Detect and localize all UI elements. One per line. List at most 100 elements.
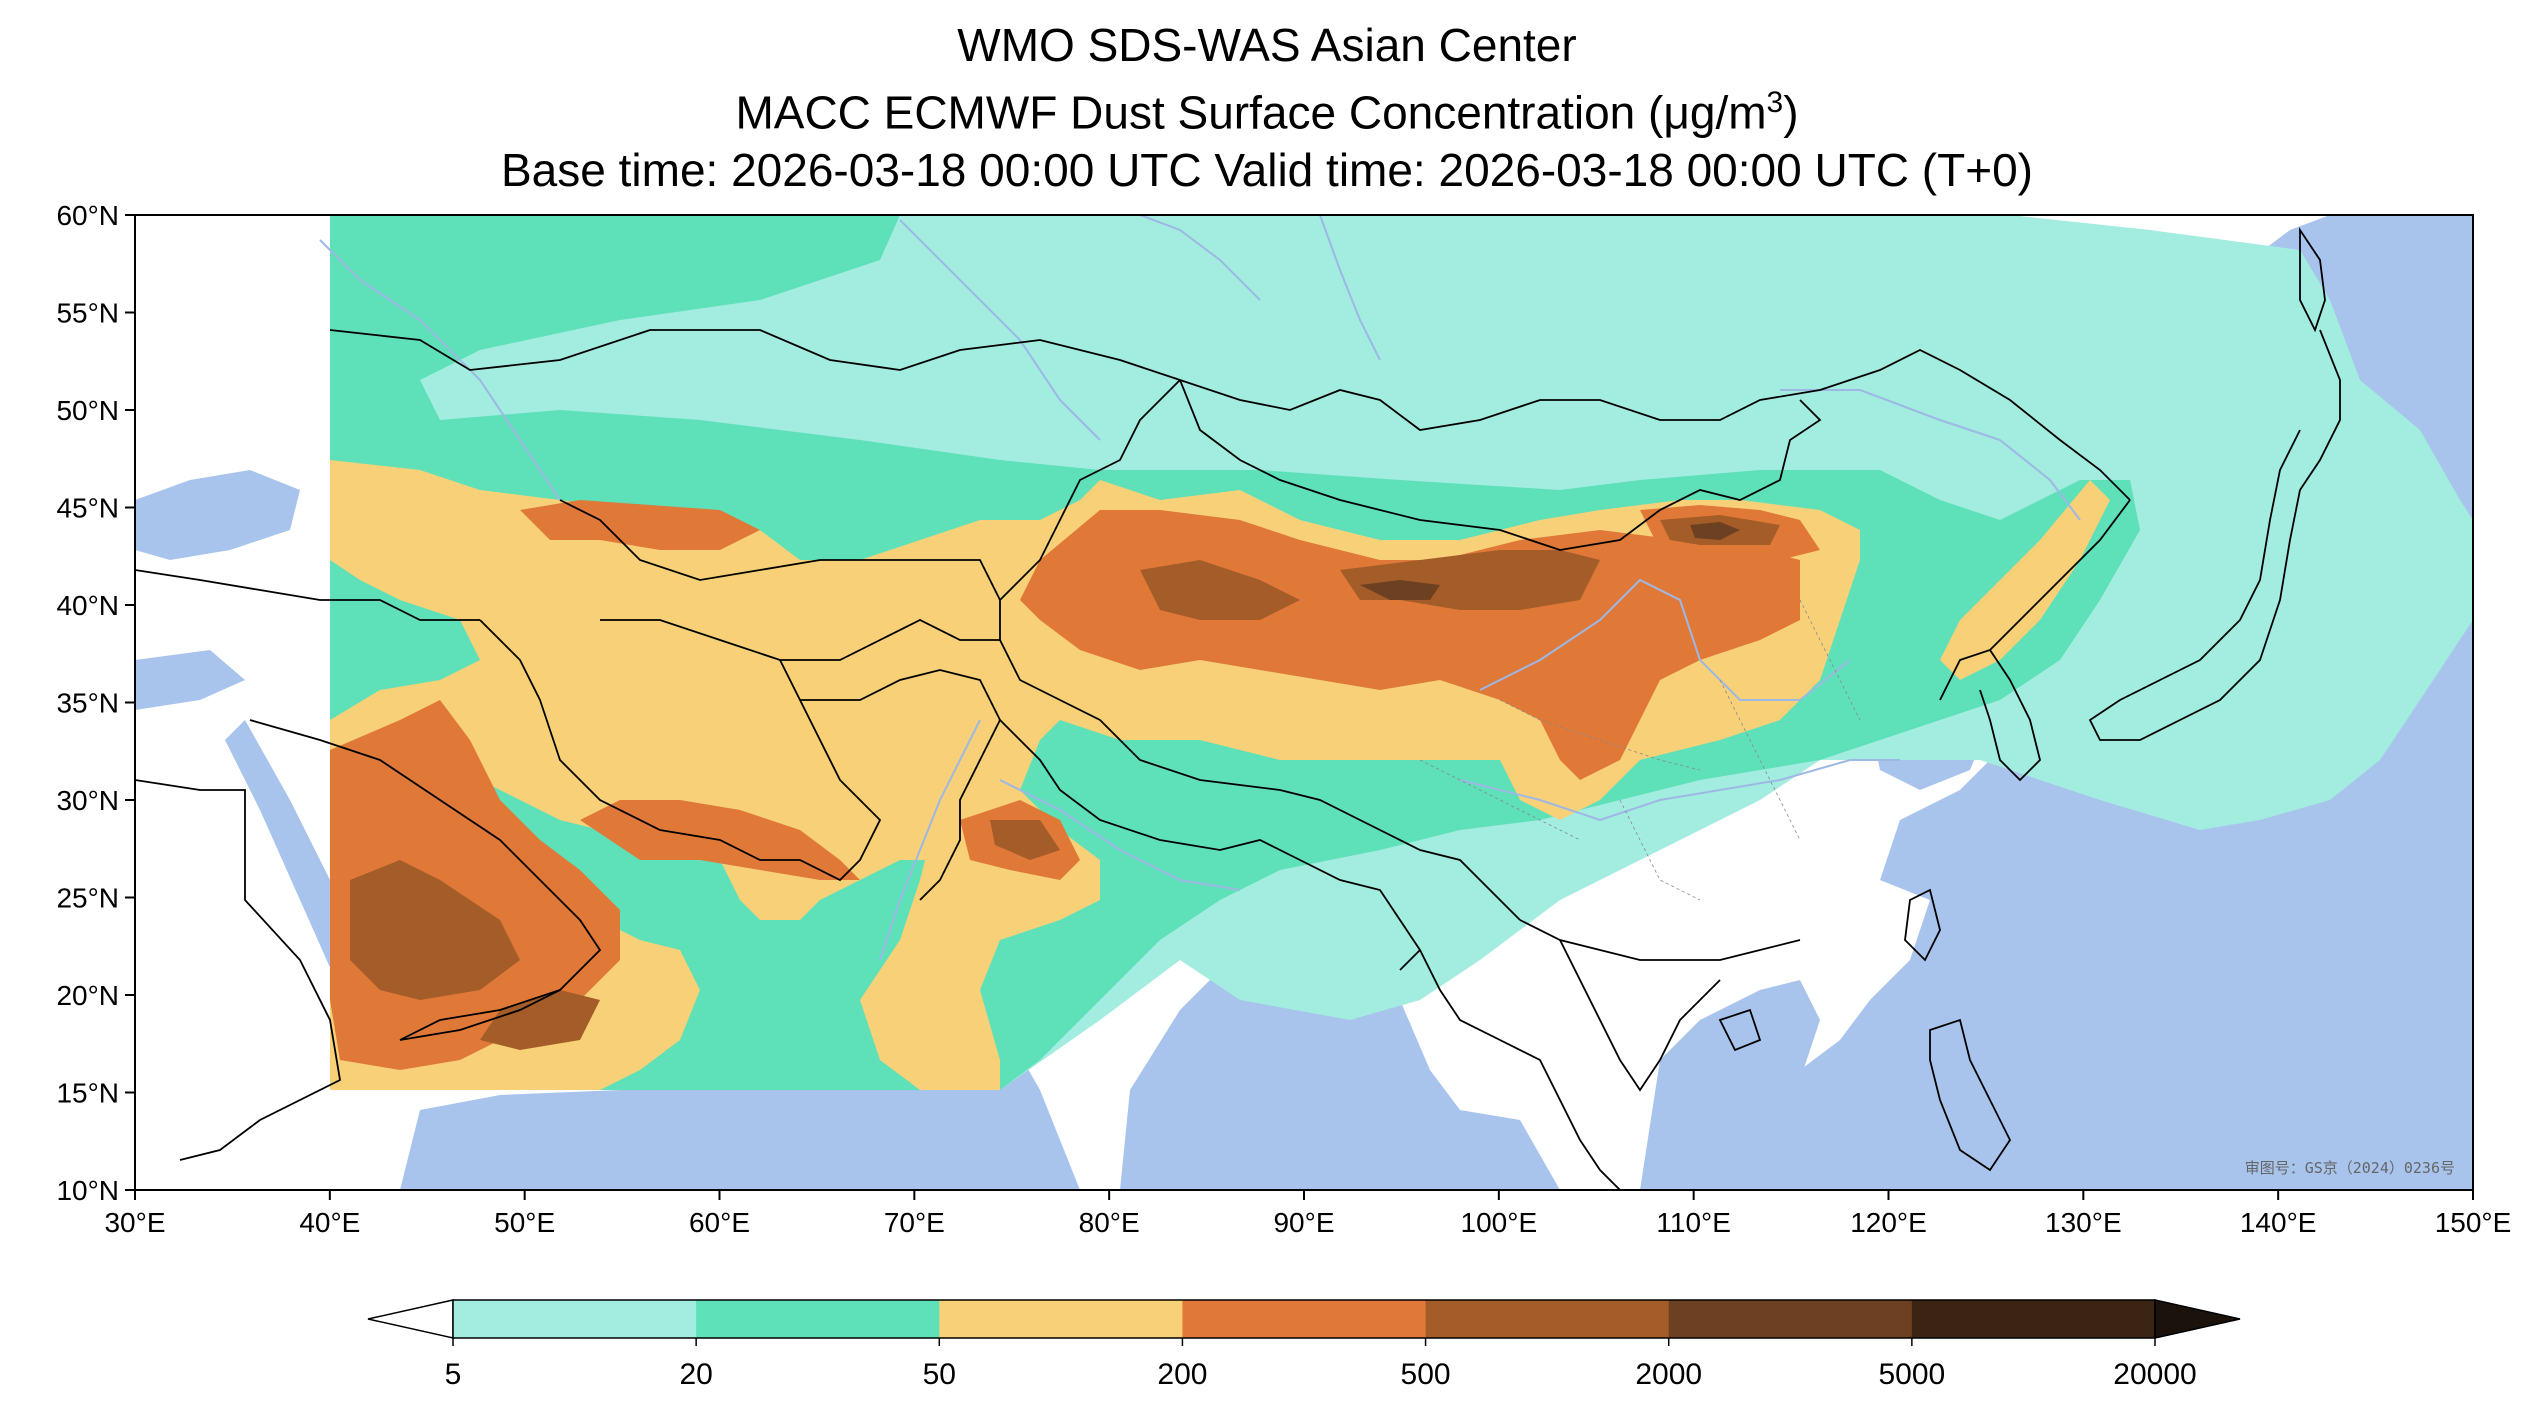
africa-border [135, 779, 341, 1161]
x-tick-label: 50°E [494, 1207, 555, 1238]
colorbar-swatch [939, 1300, 1183, 1338]
x-tick-label: 140°E [2240, 1207, 2317, 1238]
colorbar-label: 200 [1157, 1358, 1207, 1391]
china-south-border [1519, 919, 1801, 961]
colorbar-over-arrow [2154, 1299, 2241, 1339]
turkey-border [135, 569, 480, 621]
x-tick-label: 150°E [2435, 1207, 2512, 1238]
japan-outline [2088, 329, 2341, 741]
colorbar-label: 2000 [1635, 1358, 1702, 1391]
colorbar-under-arrow [367, 1299, 454, 1339]
province-border-d [1799, 599, 1861, 721]
taiwan-outline [1904, 888, 1941, 962]
dust-level-500-thar [990, 820, 1060, 860]
x-tick-label: 120°E [1850, 1207, 1927, 1238]
x-tick-label: 70°E [884, 1207, 945, 1238]
y-tick-label: 55°N [56, 298, 119, 329]
volga-river [319, 239, 561, 501]
y-tick-label: 20°N [56, 980, 119, 1011]
black-sea [135, 470, 300, 560]
amur-river [1780, 389, 2081, 521]
colorbar-swatch [696, 1300, 940, 1338]
turkmenistan-uzbek-border [600, 618, 1000, 661]
hainan-outline [1718, 1008, 1762, 1052]
y-tick-label: 15°N [56, 1078, 119, 1109]
x-tick-label: 30°E [104, 1207, 165, 1238]
x-tick-label: 40°E [299, 1207, 360, 1238]
colorbar-label: 20000 [2113, 1358, 2196, 1391]
rivers [319, 215, 2081, 961]
map-title: WMO SDS-WAS Asian Center MACC ECMWF Dust… [0, 16, 2534, 199]
ob-river [1139, 215, 1261, 301]
iran-border [479, 619, 882, 882]
bay-of-bengal [1120, 950, 1560, 1190]
yenisei-river [1319, 215, 1381, 361]
ganges-river [999, 779, 1241, 891]
colorbar-label: 5 [445, 1358, 462, 1391]
dust-level-500-arabia-south [480, 990, 600, 1050]
province-borders [1419, 599, 1861, 901]
colorbar-label: 5000 [1878, 1358, 1945, 1391]
dust-concentration-field [330, 215, 2473, 1090]
indochina-border [1559, 939, 1721, 1092]
colorbar: 5 20 50 200 500 2000 5000 20000 [367, 1299, 2241, 1391]
colorbar-swatch [453, 1300, 697, 1338]
yellow-river [1479, 578, 1851, 701]
country-borders [135, 227, 2341, 1190]
y-tick-label: 35°N [56, 688, 119, 719]
approval-stamp: 审图号：GS京（2024）0236号 [2245, 1159, 2455, 1177]
philippines-outline [1929, 1018, 2012, 1172]
dust-level-50-ne [1940, 480, 2110, 680]
x-tick-label: 100°E [1461, 1207, 1538, 1238]
y-tick-label: 50°N [56, 395, 119, 426]
x-tick-label: 110°E [1656, 1207, 1731, 1238]
y-axis: 60°N 55°N 50°N 45°N 40°N 35°N 30°N 25°N 20°N 15°N… [56, 200, 135, 1206]
colorbar-label: 20 [679, 1358, 712, 1391]
colorbar-swatch [1668, 1300, 1913, 1338]
colorbar-swatch [1182, 1300, 1427, 1338]
south-china-sea [1640, 980, 1820, 1190]
dust-level-2000-gobi [1690, 522, 1740, 540]
title-product: MACC ECMWF Dust Surface Concentration (μ… [735, 86, 1799, 139]
dust-level-2000 [1360, 580, 1440, 600]
kazakhstan-border [559, 499, 1001, 601]
southeast-asia-border [1419, 949, 1621, 1190]
china-northeast-border [1939, 499, 2131, 701]
arabia-border [249, 719, 602, 1041]
india-border [999, 719, 1422, 971]
indus-river [879, 719, 981, 961]
dust-level-200-caspian [520, 500, 760, 550]
x-tick-label: 130°E [2045, 1207, 2122, 1238]
yangtze-river [1459, 759, 1900, 822]
y-tick-label: 10°N [56, 1175, 119, 1206]
colorbar-frame [452, 1299, 2156, 1339]
colorbar-label: 500 [1401, 1358, 1451, 1391]
map-area: 审图号：GS京（2024）0236号 [135, 215, 2473, 1190]
x-tick-label: 60°E [689, 1207, 750, 1238]
y-tick-label: 40°N [56, 590, 119, 621]
y-tick-label: 25°N [56, 883, 119, 914]
china-west-border [999, 379, 1521, 921]
y-tick-label: 30°N [56, 785, 119, 816]
korea-border [1979, 649, 2041, 782]
title-time: Base time: 2026-03-18 00:00 UTC Valid ti… [501, 144, 2033, 197]
x-tick-label: 80°E [1079, 1207, 1140, 1238]
y-tick-label: 60°N [56, 200, 119, 231]
title-center: WMO SDS-WAS Asian Center [957, 19, 1577, 71]
x-tick-label: 90°E [1273, 1207, 1334, 1238]
colorbar-swatch [1425, 1300, 1670, 1338]
mediterranean-sea [135, 650, 245, 710]
y-tick-label: 45°N [56, 493, 119, 524]
colorbar-label: 50 [923, 1358, 956, 1391]
saudi-yemen-border [399, 989, 561, 1041]
province-border-b [1619, 799, 1701, 901]
x-axis: 30°E 40°E 50°E 60°E 70°E 80°E 90°E 100°E 110°E 12… [104, 1190, 2511, 1238]
russia-south-border [329, 329, 2131, 501]
sakhalin-outline [2299, 227, 2326, 333]
colorbar-swatch [1911, 1300, 2156, 1338]
dust-level-500-arabia [350, 860, 520, 1000]
mongolia-border [1179, 379, 1822, 551]
dust-level-500-taklimakan [1140, 560, 1300, 620]
irtysh-river [899, 219, 1101, 441]
